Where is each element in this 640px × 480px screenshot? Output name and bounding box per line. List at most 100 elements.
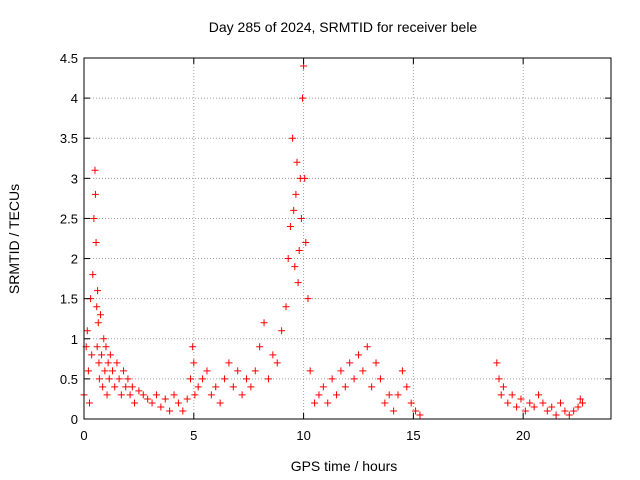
data-point (186, 375, 194, 383)
data-point (85, 399, 93, 407)
x-tick-label: 15 (406, 428, 420, 443)
data-point (556, 399, 564, 407)
data-point (289, 134, 297, 142)
data-point (284, 255, 292, 263)
y-tick-label: 4 (71, 91, 78, 106)
data-point (295, 247, 303, 255)
data-point (293, 158, 301, 166)
y-tick-label: 3.5 (60, 131, 78, 146)
data-point (170, 391, 178, 399)
data-point (337, 367, 345, 375)
data-point (93, 303, 101, 311)
data-point (495, 375, 503, 383)
data-point (508, 391, 516, 399)
data-point (229, 383, 237, 391)
data-point (126, 391, 134, 399)
data-point (319, 383, 327, 391)
data-point (346, 359, 354, 367)
data-point (530, 403, 538, 411)
data-point (238, 391, 246, 399)
data-point (578, 399, 586, 407)
data-point (152, 391, 160, 399)
data-point (390, 407, 398, 415)
data-point (131, 399, 139, 407)
data-point (234, 367, 242, 375)
data-point (535, 391, 543, 399)
data-point (403, 383, 411, 391)
data-point (290, 206, 298, 214)
data-point (521, 407, 529, 415)
data-point (350, 375, 358, 383)
data-point (301, 174, 309, 182)
data-point (111, 383, 119, 391)
data-point (539, 399, 547, 407)
data-point (99, 383, 107, 391)
data-point (359, 367, 367, 375)
data-point (294, 279, 302, 287)
data-point (166, 407, 174, 415)
data-point (84, 367, 92, 375)
data-point (315, 391, 323, 399)
data-point (113, 359, 121, 367)
data-point (89, 271, 97, 279)
data-point (526, 399, 534, 407)
data-point (122, 383, 130, 391)
data-point (135, 387, 143, 395)
data-point (256, 343, 264, 351)
data-point (570, 407, 578, 415)
data-point (144, 395, 152, 403)
data-point (273, 359, 281, 367)
data-point (282, 303, 290, 311)
plot-frame (83, 57, 612, 420)
data-point (302, 239, 310, 247)
data-point (221, 375, 229, 383)
data-point (91, 190, 99, 198)
y-tick-label: 1.5 (60, 292, 78, 307)
data-point (368, 383, 376, 391)
data-point (93, 343, 101, 351)
data-point (92, 239, 100, 247)
data-point (139, 391, 147, 399)
data-point (191, 391, 199, 399)
data-point (124, 375, 132, 383)
data-point (497, 391, 505, 399)
data-point (106, 351, 114, 359)
data-point (304, 295, 312, 303)
y-tick-label: 3 (71, 171, 78, 186)
data-point (306, 367, 314, 375)
data-point (212, 383, 220, 391)
data-point (260, 319, 268, 327)
data-point (493, 359, 501, 367)
data-point (552, 411, 560, 419)
data-point (194, 383, 202, 391)
y-tick-label: 2 (71, 252, 78, 267)
x-tick-label: 5 (190, 428, 197, 443)
data-point (109, 367, 117, 375)
chart-title: Day 285 of 2024, SRMTID for receiver bel… (209, 19, 478, 35)
data-point (242, 375, 250, 383)
data-point (101, 367, 109, 375)
data-point (574, 403, 582, 411)
data-point (190, 359, 198, 367)
x-axis-label: GPS time / hours (291, 458, 398, 474)
data-point (203, 367, 211, 375)
data-point (269, 351, 277, 359)
data-point (394, 391, 402, 399)
data-point (83, 327, 91, 335)
data-point (324, 399, 332, 407)
data-point (174, 399, 182, 407)
y-tick-label: 2.5 (60, 211, 78, 226)
data-point (88, 351, 96, 359)
data-point (504, 399, 512, 407)
data-point (376, 375, 384, 383)
data-point (183, 395, 191, 403)
data-point (354, 351, 362, 359)
data-point (407, 399, 415, 407)
data-point (115, 375, 123, 383)
data-point (381, 399, 389, 407)
data-point (499, 383, 507, 391)
y-tick-label: 4.5 (60, 51, 78, 66)
data-point (94, 319, 102, 327)
data-point (278, 327, 286, 335)
